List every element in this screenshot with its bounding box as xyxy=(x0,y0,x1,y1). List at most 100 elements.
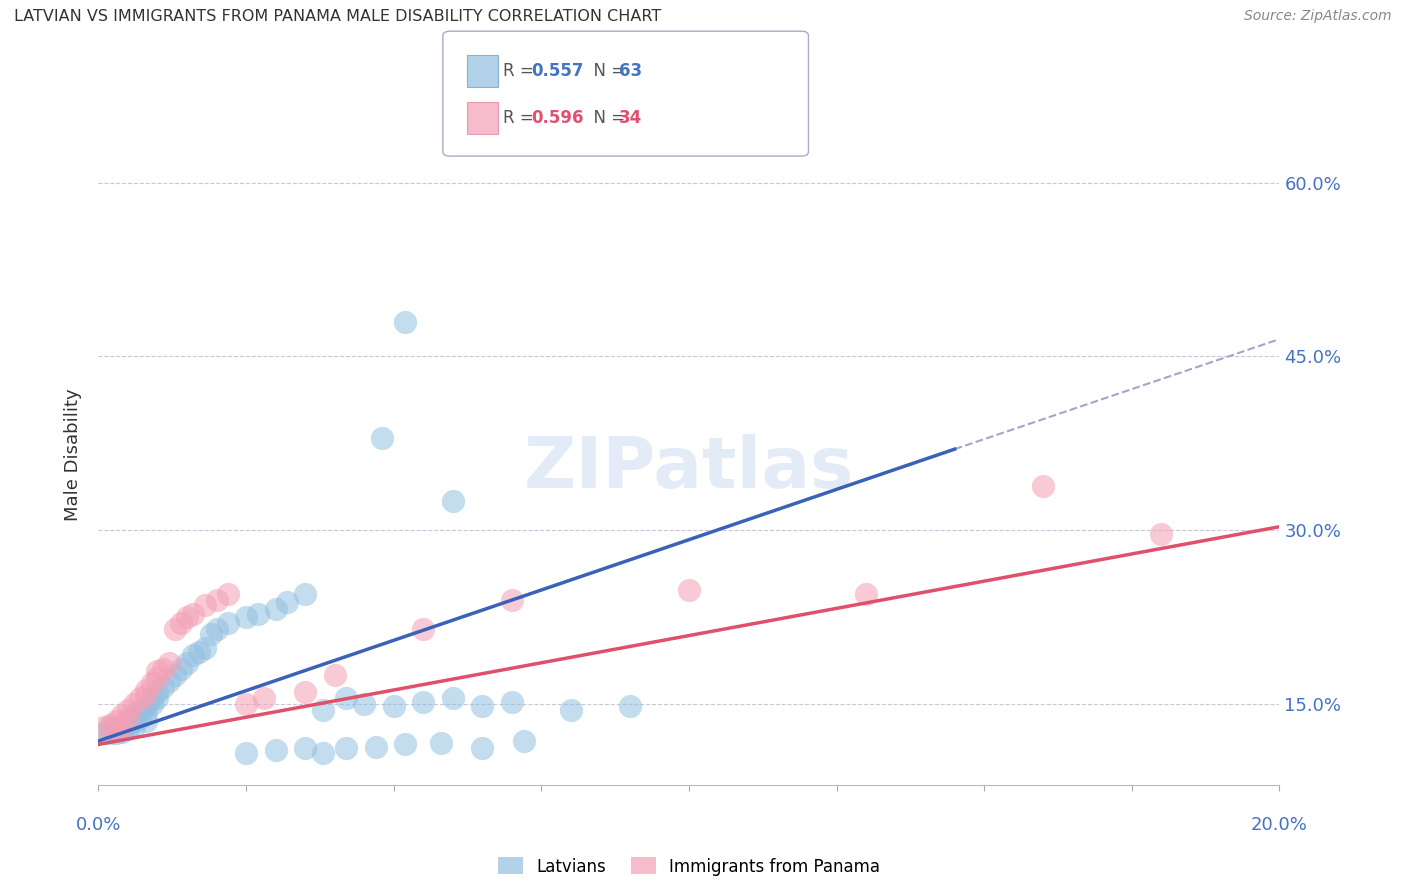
Point xyxy=(141,691,163,706)
Point xyxy=(205,592,228,607)
Point xyxy=(128,711,150,725)
Text: 0.557: 0.557 xyxy=(531,62,583,80)
Point xyxy=(312,703,335,717)
Point xyxy=(264,743,287,757)
Text: N =: N = xyxy=(583,62,631,80)
Point xyxy=(135,683,157,698)
Point xyxy=(200,627,222,641)
Point xyxy=(152,662,174,676)
Point xyxy=(135,714,157,729)
Point xyxy=(128,703,150,717)
Text: LATVIAN VS IMMIGRANTS FROM PANAMA MALE DISABILITY CORRELATION CHART: LATVIAN VS IMMIGRANTS FROM PANAMA MALE D… xyxy=(14,9,661,24)
Point xyxy=(412,622,434,636)
Point xyxy=(105,723,128,737)
Legend: Latvians, Immigrants from Panama: Latvians, Immigrants from Panama xyxy=(491,851,887,882)
Point xyxy=(205,622,228,636)
Point xyxy=(122,697,145,711)
Point xyxy=(105,726,128,740)
Point xyxy=(128,691,150,706)
Point xyxy=(323,668,346,682)
Point xyxy=(181,607,204,621)
Point xyxy=(181,648,204,663)
Text: 34: 34 xyxy=(619,109,643,127)
Point xyxy=(276,595,298,609)
Point xyxy=(117,714,139,729)
Point xyxy=(294,587,316,601)
Point xyxy=(105,714,128,729)
Point xyxy=(235,697,257,711)
Point xyxy=(335,691,357,706)
Point xyxy=(364,739,387,754)
Point xyxy=(394,315,416,329)
Point xyxy=(501,592,523,607)
Point xyxy=(501,695,523,709)
Point xyxy=(176,610,198,624)
Point xyxy=(146,672,169,686)
Point xyxy=(1032,479,1054,493)
Point xyxy=(157,673,180,688)
Point xyxy=(194,641,217,656)
Point xyxy=(560,703,582,717)
Point xyxy=(471,699,494,714)
Text: ZIPatlas: ZIPatlas xyxy=(524,434,853,502)
Text: 0.596: 0.596 xyxy=(531,109,583,127)
Text: 20.0%: 20.0% xyxy=(1251,816,1308,834)
Y-axis label: Male Disability: Male Disability xyxy=(65,389,83,521)
Point xyxy=(430,736,453,750)
Text: Source: ZipAtlas.com: Source: ZipAtlas.com xyxy=(1244,9,1392,23)
Point xyxy=(165,622,187,636)
Point xyxy=(105,723,128,738)
Point xyxy=(98,717,121,731)
Text: R =: R = xyxy=(503,62,540,80)
Point xyxy=(122,720,145,734)
Point xyxy=(1150,526,1173,541)
Point xyxy=(111,720,134,734)
Point xyxy=(294,740,316,755)
Point xyxy=(412,695,434,709)
Point xyxy=(141,676,163,690)
Point xyxy=(93,720,115,734)
Point xyxy=(117,703,139,717)
Point xyxy=(194,599,217,613)
Point xyxy=(146,665,169,679)
Point xyxy=(111,724,134,739)
Point xyxy=(441,494,464,508)
Point xyxy=(157,657,180,671)
Text: N =: N = xyxy=(583,109,631,127)
Point xyxy=(141,697,163,711)
Point xyxy=(235,610,257,624)
Point xyxy=(93,726,115,740)
Point xyxy=(353,697,375,711)
Point xyxy=(117,723,139,737)
Point xyxy=(394,738,416,752)
Point xyxy=(335,740,357,755)
Point xyxy=(855,587,877,601)
Text: 0.0%: 0.0% xyxy=(76,816,121,834)
Point xyxy=(471,740,494,755)
Point xyxy=(176,657,198,671)
Point xyxy=(217,615,239,630)
Point xyxy=(111,723,134,737)
Point xyxy=(146,685,169,699)
Point xyxy=(135,706,157,721)
Text: R =: R = xyxy=(503,109,540,127)
Point xyxy=(264,602,287,616)
Point xyxy=(619,699,641,714)
Point xyxy=(170,615,193,630)
Text: 63: 63 xyxy=(619,62,641,80)
Point xyxy=(217,587,239,601)
Point xyxy=(170,662,193,676)
Point xyxy=(117,717,139,731)
Point xyxy=(678,583,700,598)
Point xyxy=(111,708,134,723)
Point xyxy=(111,720,134,734)
Point xyxy=(246,607,269,621)
Point xyxy=(253,691,276,706)
Point xyxy=(165,668,187,682)
Point xyxy=(98,720,121,734)
Point xyxy=(117,711,139,725)
Point xyxy=(135,699,157,714)
Point xyxy=(294,685,316,699)
Point xyxy=(512,734,534,748)
Point xyxy=(187,645,209,659)
